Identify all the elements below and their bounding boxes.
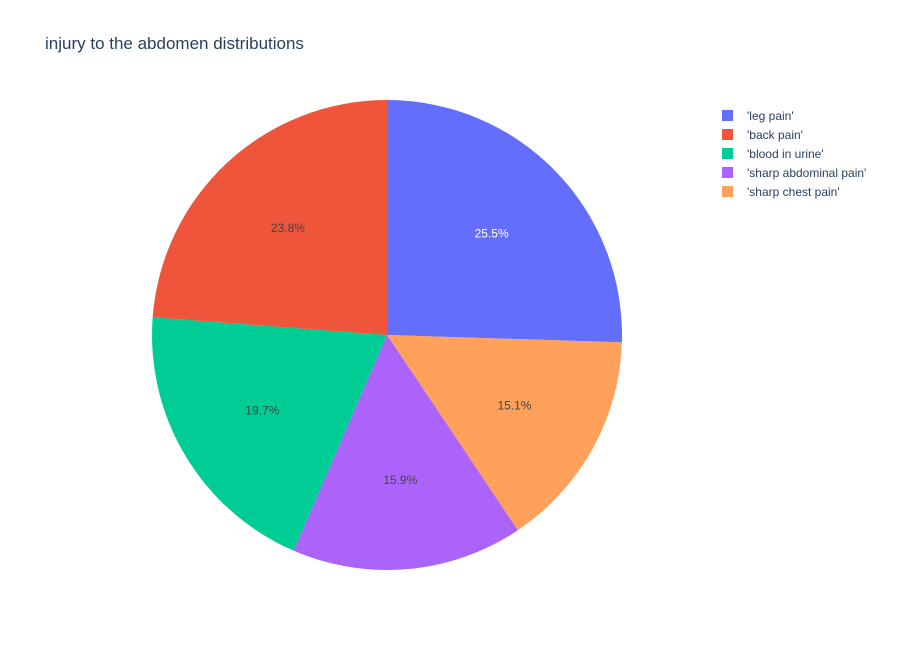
legend-label-leg-pain: 'leg pain' (747, 108, 794, 123)
legend-item-sharp-chest-pain[interactable]: 'sharp chest pain' (722, 182, 866, 201)
legend-swatch-blood-in-urine (722, 148, 733, 159)
legend-swatch-sharp-chest-pain (722, 186, 733, 197)
pie-slice-sharp-abdominal-pain[interactable] (293, 335, 518, 570)
pie-slice-back-pain[interactable] (152, 100, 387, 335)
legend-label-sharp-chest-pain: 'sharp chest pain' (747, 184, 840, 199)
legend-swatch-leg-pain (722, 110, 733, 121)
pie-slice-leg-pain[interactable] (387, 100, 622, 343)
legend: 'leg pain' 'back pain' 'blood in urine' … (722, 106, 866, 201)
slice-label-sharp-abdominal-pain: 15.9% (383, 473, 417, 487)
pie-slice-blood-in-urine[interactable] (152, 317, 387, 551)
legend-swatch-back-pain (722, 129, 733, 140)
legend-label-blood-in-urine: 'blood in urine' (747, 146, 824, 161)
slice-label-blood-in-urine: 19.7% (245, 403, 279, 417)
legend-item-back-pain[interactable]: 'back pain' (722, 125, 866, 144)
pie-slice-sharp-chest-pain[interactable] (387, 335, 622, 531)
legend-label-sharp-abdominal-pain: 'sharp abdominal pain' (747, 165, 867, 180)
slice-label-sharp-chest-pain: 15.1% (497, 399, 531, 413)
legend-item-sharp-abdominal-pain[interactable]: 'sharp abdominal pain' (722, 163, 866, 182)
legend-item-blood-in-urine[interactable]: 'blood in urine' (722, 144, 866, 163)
legend-label-back-pain: 'back pain' (747, 127, 803, 142)
slice-label-leg-pain: 25.5% (475, 227, 509, 241)
legend-swatch-sharp-abdominal-pain (722, 167, 733, 178)
legend-item-leg-pain[interactable]: 'leg pain' (722, 106, 866, 125)
slice-label-back-pain: 23.8% (271, 221, 305, 235)
chart-title: injury to the abdomen distributions (45, 34, 304, 53)
